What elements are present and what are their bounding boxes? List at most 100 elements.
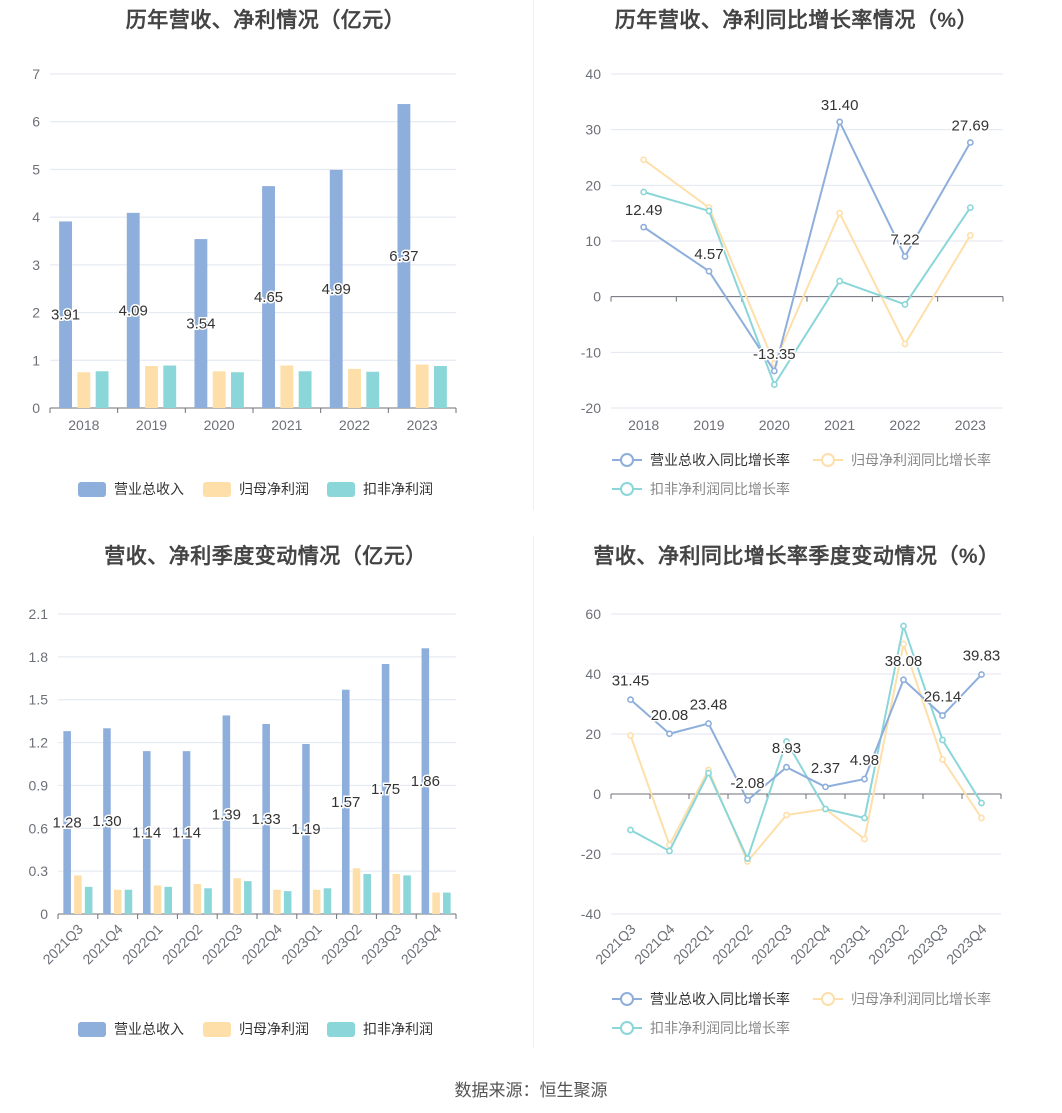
y-tick-label: 0.3 xyxy=(29,863,49,879)
legend-label: 营业总收入同比增长率 xyxy=(650,452,790,468)
series-point xyxy=(901,301,909,308)
data-label: 6.37 xyxy=(389,248,418,265)
legend-marker xyxy=(620,992,634,1006)
bar-deducted-profit xyxy=(204,888,212,914)
bar-revenue xyxy=(397,104,411,408)
data-label: 31.45 xyxy=(612,673,650,690)
data-label: -2.08 xyxy=(730,775,764,792)
legend-swatch xyxy=(78,482,106,497)
series-line-0 xyxy=(629,673,983,802)
data-label: 1.28 xyxy=(53,815,82,832)
legend-marker xyxy=(620,1021,634,1035)
bar-net-profit xyxy=(392,874,401,914)
bar-deducted-profit xyxy=(434,366,447,408)
x-tick-label: 2023Q1 xyxy=(826,921,873,968)
y-tick-label: 2.1 xyxy=(29,606,49,622)
data-label: 27.69 xyxy=(952,118,990,135)
bar-revenue xyxy=(63,731,71,914)
legend-swatch xyxy=(203,482,231,497)
bar-net-profit xyxy=(415,364,429,408)
y-tick-label: -40 xyxy=(581,906,601,922)
data-label: 8.93 xyxy=(772,740,801,757)
bar-deducted-profit xyxy=(363,874,372,914)
series-point xyxy=(666,847,673,855)
y-tick-label: 1.2 xyxy=(29,735,49,751)
series-point xyxy=(640,223,648,231)
y-tick-label: 2 xyxy=(32,305,40,321)
series-point xyxy=(666,730,673,738)
y-tick-label: 40 xyxy=(585,666,601,682)
series-point xyxy=(939,712,946,719)
y-tick-label: 10 xyxy=(585,233,601,249)
series-point xyxy=(978,799,985,807)
bar-net-profit xyxy=(233,878,241,914)
y-tick-label: 1.5 xyxy=(29,692,49,708)
data-label: 2.37 xyxy=(811,760,840,777)
y-tick-label: 0 xyxy=(593,289,601,305)
series-point xyxy=(861,835,868,843)
x-tick-label: 2023Q2 xyxy=(865,921,912,968)
series-point xyxy=(978,814,985,822)
x-tick-label: 2023Q2 xyxy=(318,921,365,968)
series-point xyxy=(770,367,778,375)
legend-label: 扣非净利润同比增长率 xyxy=(650,481,790,497)
x-tick-label: 2019 xyxy=(136,417,167,433)
legend-label: 归母净利润同比增长率 xyxy=(851,452,991,468)
series-point xyxy=(939,756,946,763)
y-tick-label: 4 xyxy=(32,209,40,225)
series-point xyxy=(861,775,868,783)
y-tick-label: 40 xyxy=(585,66,601,82)
series-point xyxy=(705,207,713,215)
x-tick-label: 2022Q2 xyxy=(709,921,756,968)
series-line-1 xyxy=(629,640,983,864)
data-label: 39.83 xyxy=(963,648,1001,665)
bar-revenue xyxy=(381,664,390,914)
data-source-note: 数据来源：恒生聚源 xyxy=(454,1081,608,1100)
data-label: 7.22 xyxy=(890,231,919,248)
legend-swatch xyxy=(327,482,355,497)
data-label: 1.39 xyxy=(212,807,241,824)
legend-swatch xyxy=(327,1022,355,1037)
x-tick-label: 2022Q1 xyxy=(119,921,166,968)
data-label: 1.14 xyxy=(132,825,161,842)
quarterly-bar-chart: 0 0.3 0.6 0.9 1.2 1.5 1.8 2.1 2021Q32021Q42022Q1… xyxy=(29,606,457,1037)
bar-net-profit xyxy=(74,875,82,914)
series-point xyxy=(939,736,946,744)
chart-title: 营收、净利季度变动情况（亿元） xyxy=(104,545,427,568)
series-point xyxy=(836,209,844,217)
y-tick-label: -20 xyxy=(581,846,601,862)
annual-revenue-profit-panel: 历年营收、净利情况（亿元） 0 1 2 3 4 5 6 7 2018 2019 2020 2021 20… xyxy=(0,0,531,512)
bar-net-profit xyxy=(145,366,158,408)
series-point xyxy=(627,696,634,704)
bar-deducted-profit xyxy=(84,886,93,914)
series-line-2 xyxy=(643,191,972,387)
series-line-0 xyxy=(643,119,972,374)
data-label: 4.09 xyxy=(119,302,148,319)
bar-net-profit xyxy=(348,368,361,408)
x-tick-label: 2023Q4 xyxy=(398,921,445,968)
series-point xyxy=(966,139,974,146)
bar-revenue xyxy=(142,751,151,914)
y-tick-label: 3 xyxy=(32,257,40,273)
y-tick-label: 5 xyxy=(32,161,40,177)
bar-deducted-profit xyxy=(298,371,312,408)
data-label: 3.91 xyxy=(51,307,80,324)
x-tick-label: 2023Q3 xyxy=(358,921,405,968)
legend-label: 归母净利润 xyxy=(239,1021,309,1037)
bar-revenue xyxy=(421,648,430,914)
data-label: 31.40 xyxy=(821,97,859,114)
y-tick-label: 1 xyxy=(32,352,40,368)
series-point xyxy=(861,814,868,822)
bar-revenue xyxy=(262,724,270,914)
legend-marker xyxy=(620,453,634,467)
bar-net-profit xyxy=(280,365,294,408)
bar-revenue xyxy=(341,689,350,914)
y-tick-label: 0.6 xyxy=(29,820,49,836)
bar-deducted-profit xyxy=(283,891,292,914)
series-point xyxy=(822,783,829,791)
panel-divider-top xyxy=(533,0,534,510)
x-tick-label: 2022Q4 xyxy=(787,921,834,968)
bar-deducted-profit xyxy=(443,892,451,914)
x-tick-label: 2022Q3 xyxy=(748,921,795,968)
series-point xyxy=(744,855,751,862)
